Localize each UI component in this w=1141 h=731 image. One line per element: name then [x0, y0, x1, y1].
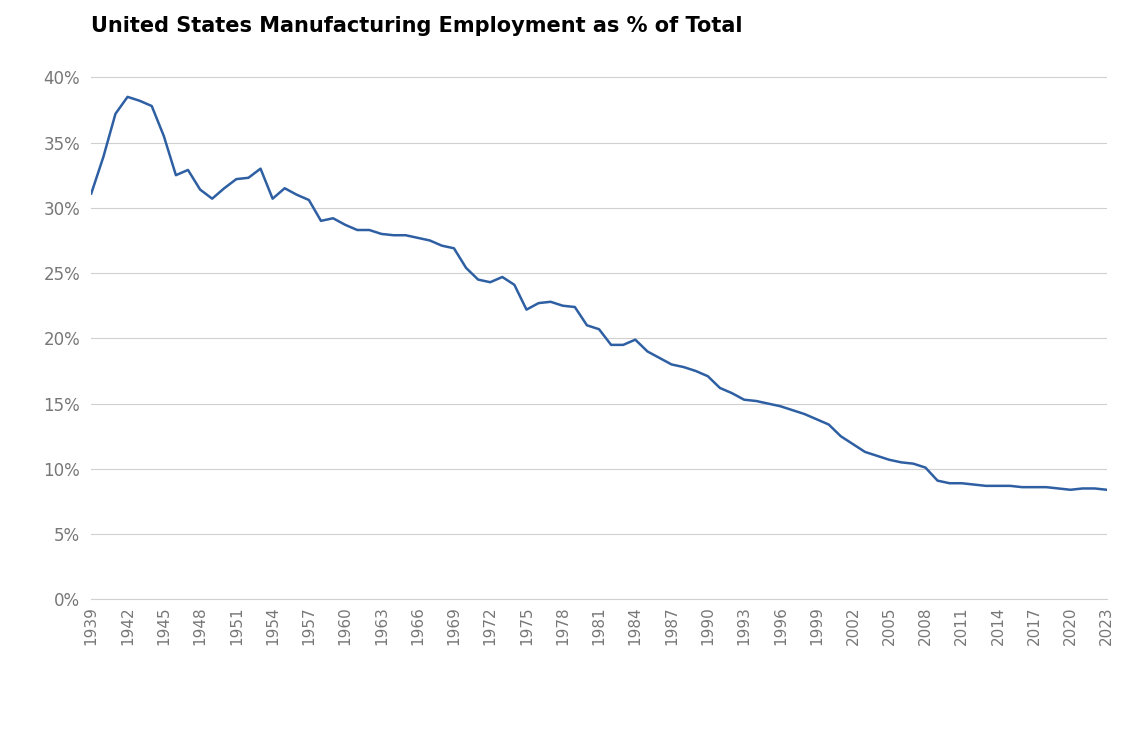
Text: United States Manufacturing Employment as % of Total: United States Manufacturing Employment a… — [91, 16, 743, 36]
